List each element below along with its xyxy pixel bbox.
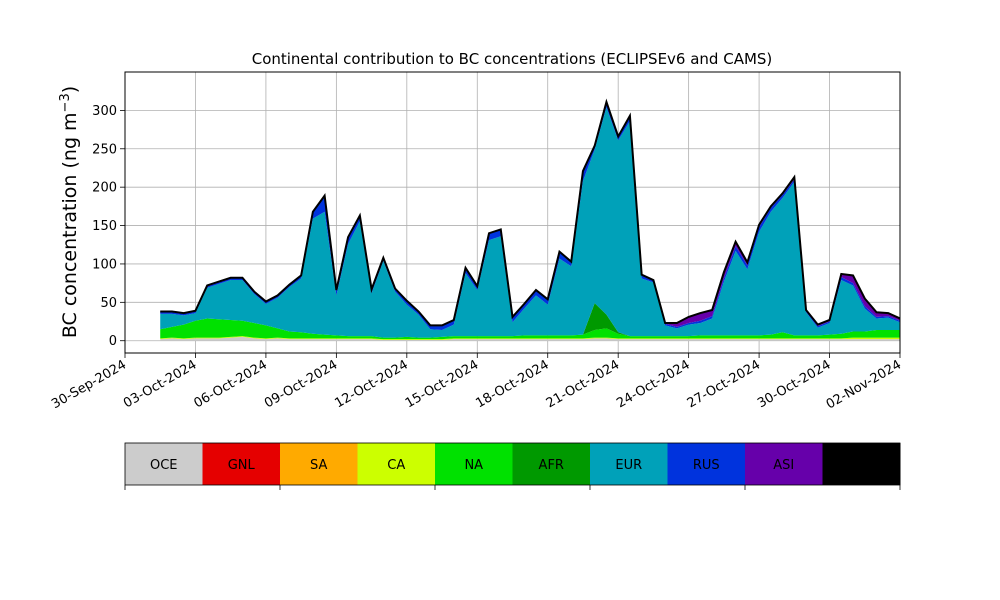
legend-swatch-rus xyxy=(667,443,746,485)
legend-colorbar: OCE GNL SA CA NA AFR EUR RUS ASI AUS xyxy=(124,442,901,490)
legend-swatch-gnl xyxy=(202,443,281,485)
x-tick-label: 24-Oct-2024 xyxy=(614,357,692,411)
x-tick-label: 06-Oct-2024 xyxy=(192,357,270,411)
legend-swatch-aus xyxy=(822,443,901,485)
stacked-areas xyxy=(160,101,901,341)
x-tick-label: 12-Oct-2024 xyxy=(332,357,410,411)
x-tick-label: 02-Nov-2024 xyxy=(824,357,904,412)
area-oce xyxy=(160,336,901,341)
area-ca xyxy=(160,336,901,340)
legend-label-asi: ASI xyxy=(773,458,794,473)
x-tick-label: 15-Oct-2024 xyxy=(403,357,481,411)
x-tick-label: 21-Oct-2024 xyxy=(544,357,622,411)
x-tick-label: 30-Oct-2024 xyxy=(755,357,833,411)
legend-swatch-eur xyxy=(590,443,668,485)
total-line xyxy=(160,98,901,327)
y-axis-label-close: ) xyxy=(59,86,81,93)
legend-label-oce: OCE xyxy=(150,458,178,473)
legend-swatch-afr xyxy=(512,443,591,485)
chart-title: Continental contribution to BC concentra… xyxy=(252,50,773,68)
y-tick-label: 0 xyxy=(109,334,117,349)
y-tick-label: 200 xyxy=(92,181,117,196)
y-tick-label: 250 xyxy=(92,142,117,157)
y-axis-label-main: BC concentration (ng m xyxy=(59,112,81,338)
legend-label-aus: AUS xyxy=(848,458,875,473)
legend-swatch-na xyxy=(435,443,513,485)
y-tick-label: 100 xyxy=(92,257,117,272)
legend-swatch-sa xyxy=(280,443,358,485)
y-axis-label: BC concentration (ng m−3) xyxy=(58,86,82,338)
x-tick-label: 09-Oct-2024 xyxy=(262,357,340,411)
y-axis: 0 50 100 150 200 250 300 xyxy=(92,104,125,349)
legend-label-gnl: GNL xyxy=(228,458,256,473)
y-axis-label-sup: −3 xyxy=(58,93,73,112)
legend-label-sa: SA xyxy=(310,458,327,473)
x-tick-label: 03-Oct-2024 xyxy=(121,357,199,411)
legend-label-afr: AFR xyxy=(539,458,564,473)
x-tick-label: 18-Oct-2024 xyxy=(473,357,551,411)
y-tick-label: 300 xyxy=(92,104,117,119)
x-tick-label: 30-Sep-2024 xyxy=(49,357,129,412)
legend-swatch-oce xyxy=(125,443,203,485)
legend-label-rus: RUS xyxy=(693,458,720,473)
area-eur xyxy=(160,107,901,338)
y-tick-label: 150 xyxy=(92,219,117,234)
legend-label-na: NA xyxy=(464,458,483,473)
legend-label-eur: EUR xyxy=(615,458,642,473)
legend-label-ca: CA xyxy=(387,458,405,473)
legend-frame xyxy=(124,442,901,486)
area-na xyxy=(160,318,901,340)
legend-swatch-asi xyxy=(745,443,823,485)
x-axis: 30-Sep-202403-Oct-202406-Oct-202409-Oct-… xyxy=(49,353,904,412)
y-tick-label: 50 xyxy=(100,296,117,311)
plot-frame xyxy=(124,71,901,354)
legend-swatch-ca xyxy=(357,443,436,485)
x-tick-label: 27-Oct-2024 xyxy=(685,357,763,411)
